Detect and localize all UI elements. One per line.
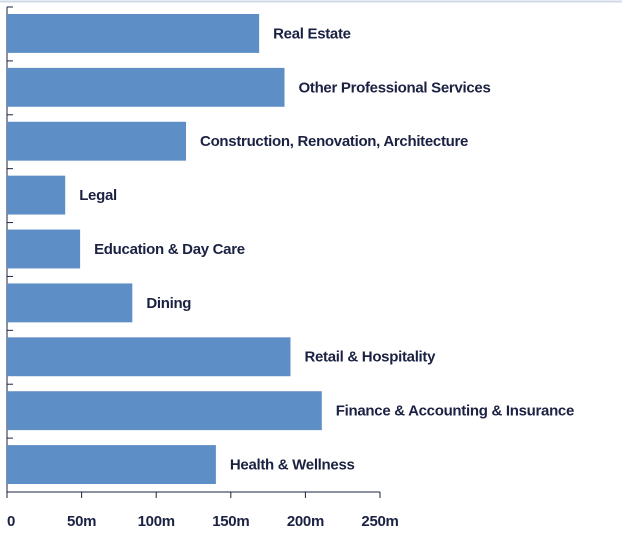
x-tick-label: 250m xyxy=(361,513,398,530)
bar xyxy=(7,67,285,107)
bar xyxy=(7,283,133,323)
x-tick-label: 0 xyxy=(7,513,15,530)
category-label: Health & Wellness xyxy=(230,457,355,474)
x-tick-label: 100m xyxy=(138,513,175,530)
category-label: Retail & Hospitality xyxy=(304,349,436,366)
bar xyxy=(7,121,187,161)
bar xyxy=(7,445,216,484)
bar xyxy=(7,391,322,431)
bar xyxy=(7,337,291,377)
category-label: Legal xyxy=(79,187,117,204)
bar xyxy=(7,229,81,269)
x-tick-label: 200m xyxy=(287,513,324,530)
bar xyxy=(7,14,260,53)
x-tick-label: 150m xyxy=(212,513,249,530)
category-label: Real Estate xyxy=(273,25,351,42)
category-label: Other Professional Services xyxy=(299,79,491,96)
category-label: Education & Day Care xyxy=(94,241,245,258)
category-label: Construction, Renovation, Architecture xyxy=(200,133,468,150)
category-label: Dining xyxy=(146,295,191,312)
category-label: Finance & Accounting & Insurance xyxy=(336,403,574,420)
bar xyxy=(7,175,66,215)
x-tick-label: 50m xyxy=(67,513,96,530)
